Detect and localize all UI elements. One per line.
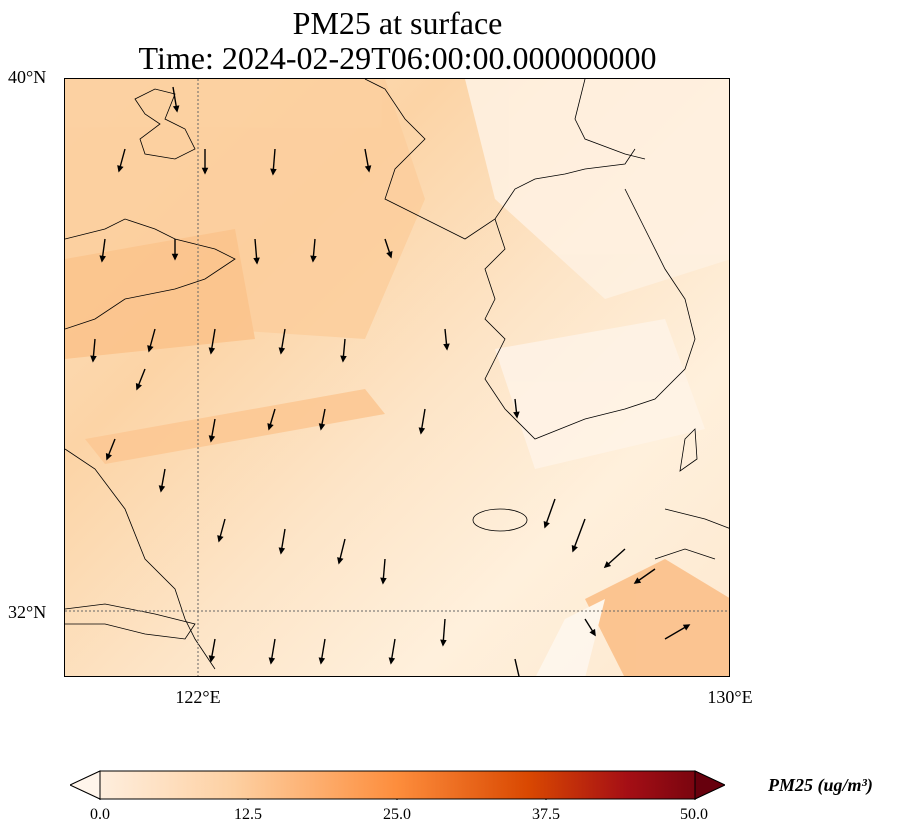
wind-arrow-head [253, 257, 260, 265]
colorbar [70, 770, 725, 800]
wind-arrow-head [682, 624, 691, 631]
gridlines [65, 79, 729, 676]
wind-arrow-head [589, 628, 596, 637]
wind-arrow-head [201, 167, 209, 175]
title-line-2: Time: 2024-02-29T06:00:00.000000000 [138, 40, 657, 76]
wind-arrow-head [278, 347, 286, 355]
pm25-field [65, 79, 729, 676]
wind-arrow-head [443, 343, 450, 351]
lat-label-32n: 32°N [8, 602, 47, 622]
wind-arrow-shaft [572, 518, 586, 552]
wind-arrow-head [386, 251, 393, 259]
wind-arrow-shaft [514, 658, 520, 676]
wind-arrow-head [633, 577, 642, 584]
wind-arrow-head [318, 423, 326, 431]
map-canvas [65, 79, 729, 676]
wind-arrow-head [267, 423, 274, 431]
colorbar-ticks [99, 799, 696, 800]
colorbar-tick-4: 50.0 [680, 806, 708, 823]
coastlines [65, 79, 729, 670]
lat-label-40n: 40°N [8, 67, 47, 87]
wind-arrow-head [105, 452, 112, 461]
wind-arrow-head [340, 355, 347, 363]
wind-arrow-head [418, 427, 426, 435]
colorbar-label: PM25 (ug/m³) [768, 775, 873, 795]
colorbar-tick-1: 12.5 [234, 806, 262, 823]
wind-arrow-head [208, 435, 216, 443]
wind-arrow-head [90, 355, 97, 363]
map-panel[interactable] [64, 78, 730, 677]
wind-arrow-head [208, 655, 216, 663]
wind-arrow-head [310, 255, 317, 263]
wind-arrow-head [543, 520, 550, 529]
wind-arrow-head [135, 382, 142, 391]
colorbar-max-extend [694, 770, 725, 800]
title-line-1: PM25 at surface [292, 5, 503, 41]
wind-arrow-head [337, 557, 344, 565]
wind-arrow-head [513, 411, 520, 419]
wind-arrow-head [571, 544, 578, 553]
wind-arrow-head [171, 253, 179, 261]
wind-arrow-head [270, 168, 277, 176]
wind-arrow-head [318, 657, 326, 665]
wind-arrow-head [268, 657, 276, 665]
wind-arrow-head [99, 255, 106, 263]
wind-arrow-head [208, 347, 216, 355]
wind-arrow-head [117, 165, 124, 173]
colorbar-tick-3: 37.5 [532, 806, 560, 823]
colorbar-tick-2: 25.0 [383, 806, 411, 823]
wind-arrow-head [172, 105, 180, 113]
wind-arrow-head [217, 535, 224, 543]
lon-label-122e: 122°E [175, 687, 221, 707]
colorbar-tick-0: 0.0 [90, 806, 110, 823]
wind-vectors [90, 86, 691, 676]
colorbar-ramp [70, 770, 725, 800]
lon-label-130e: 130°E [707, 687, 753, 707]
colorbar-min-extend [70, 770, 101, 800]
wind-arrow-head [158, 485, 166, 493]
wind-arrow-head [147, 345, 154, 353]
wind-arrow-head [388, 657, 396, 665]
wind-arrow-head [364, 165, 372, 173]
wind-arrow-head [380, 577, 387, 585]
wind-arrow-head [440, 639, 447, 647]
wind-arrow-head [603, 561, 612, 569]
wind-arrow-head [278, 547, 286, 555]
